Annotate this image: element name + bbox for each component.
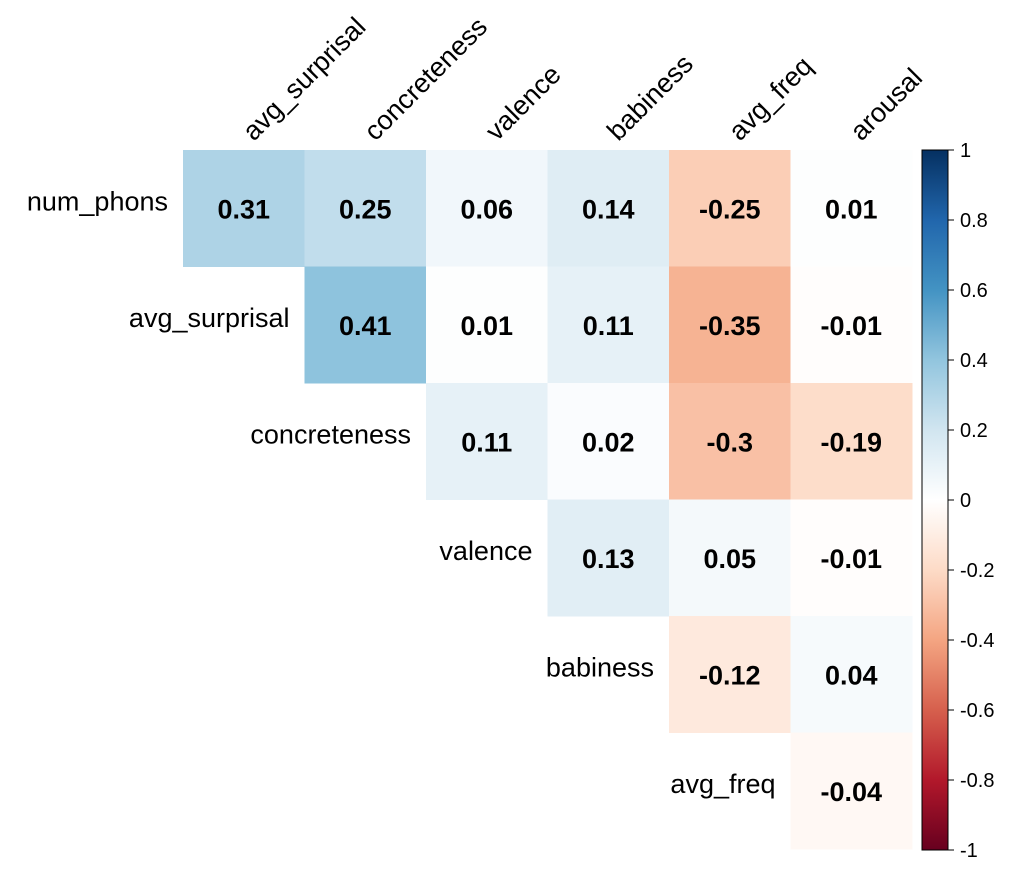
- heatmap-cell: [669, 266, 791, 384]
- heatmap-cell: [547, 150, 670, 267]
- column-label: babiness: [601, 49, 699, 147]
- colorbar-tick-label: 0.2: [960, 420, 988, 442]
- row-label: avg_freq: [670, 769, 775, 799]
- cell-value-label: 0.01: [825, 194, 878, 224]
- heatmap-cell: [547, 383, 670, 500]
- cell-value-label: 0.13: [582, 544, 635, 574]
- cell-value-label: -0.35: [699, 311, 761, 341]
- heatmap-cell: [547, 266, 670, 384]
- column-label: avg_surprisal: [237, 11, 372, 146]
- heatmap-cell: [669, 499, 791, 617]
- row-label: num_phons: [27, 186, 168, 216]
- heatmap-cell: [669, 150, 791, 267]
- cell-value-label: -0.04: [820, 777, 882, 807]
- heatmap-cell: [547, 499, 670, 617]
- cell-value-label: 0.11: [583, 311, 634, 341]
- cell-value-label: 0.02: [582, 427, 635, 457]
- colorbar-tick-label: 0.8: [960, 210, 988, 232]
- heatmap-cell: [304, 266, 427, 384]
- column-label: avg_freq: [723, 51, 819, 147]
- heatmap-cell: [426, 150, 548, 267]
- cell-value-label: 0.06: [460, 194, 513, 224]
- cell-value-label: -0.12: [699, 660, 761, 690]
- colorbar-tick-label: -0.4: [960, 630, 994, 652]
- colorbar-tick-label: 1: [960, 140, 971, 162]
- heatmap-cell: [426, 266, 548, 384]
- colorbar-gradient: [921, 149, 949, 851]
- heatmap-cell: [304, 150, 427, 267]
- colorbar-tick-label: -0.6: [960, 700, 994, 722]
- heatmap-cell: [790, 732, 913, 850]
- cell-value-label: 0.05: [703, 544, 756, 574]
- heatmap-cell: [790, 266, 913, 384]
- column-label: arousal: [844, 62, 928, 146]
- colorbar-tick-label: 0.4: [960, 350, 988, 372]
- cell-value-label: 0.31: [217, 194, 270, 224]
- cell-value-label: 0.11: [461, 427, 512, 457]
- cell-value-label: 0.04: [825, 660, 878, 690]
- colorbar: 1 0.8 0.6 0.4 0.2 0 -0.2 -0.4 -0.6 -0.8 -1: [921, 140, 994, 862]
- cell-value-label: -0.19: [820, 427, 882, 457]
- row-label: concreteness: [250, 419, 411, 449]
- heatmap-cell: [183, 150, 305, 267]
- cell-value-label: 0.41: [339, 311, 392, 341]
- cell-value-label: -0.01: [820, 311, 882, 341]
- colorbar-tick-label: -0.2: [960, 560, 994, 582]
- heatmap-cell: [790, 383, 913, 500]
- heatmap-cell: [790, 499, 913, 617]
- cell-value-label: 0.14: [582, 194, 635, 224]
- heatmap-cell: [426, 383, 548, 500]
- row-label: babiness: [546, 652, 654, 682]
- row-label: valence: [439, 536, 532, 566]
- colorbar-tick-label: 0: [960, 490, 971, 512]
- row-labels: num_phons avg_surprisal concreteness valenc…: [27, 186, 776, 799]
- heatmap-cell: [790, 150, 913, 267]
- colorbar-tick-label: 0.6: [960, 280, 988, 302]
- heatmap-cell: [669, 616, 791, 733]
- heatmap-cell: [790, 616, 913, 733]
- heatmap-cell: [669, 383, 791, 500]
- cell-value-label: -0.3: [706, 427, 753, 457]
- cell-value-label: 0.01: [460, 311, 513, 341]
- column-label: concreteness: [358, 11, 493, 146]
- column-label: valence: [480, 59, 567, 146]
- colorbar-tick-label: -0.8: [960, 770, 994, 792]
- cell-value-label: -0.25: [699, 194, 761, 224]
- row-label: avg_surprisal: [129, 303, 290, 333]
- colorbar-tick-label: -1: [960, 840, 978, 862]
- cell-value-label: 0.25: [339, 194, 392, 224]
- heatmap-cells: 0.31 0.25 0.06 0.14 -0.25 0.01 0.41 0.01 0.11 -0.…: [183, 150, 913, 850]
- cell-value-label: -0.01: [820, 544, 882, 574]
